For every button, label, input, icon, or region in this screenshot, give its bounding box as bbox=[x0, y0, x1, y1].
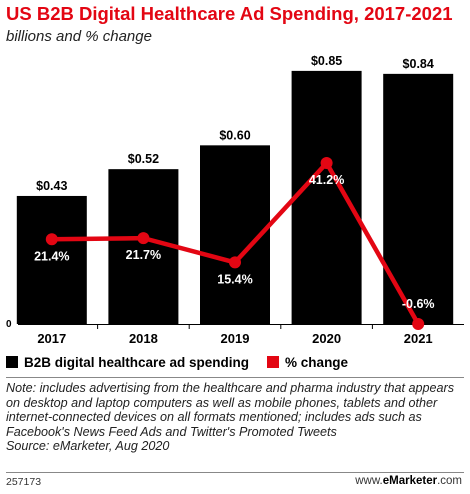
chart-title: US B2B Digital Healthcare Ad Spending, 2… bbox=[6, 3, 453, 24]
bar-label-2020: $0.85 bbox=[311, 54, 342, 68]
line-label-2020: 41.2% bbox=[309, 173, 344, 187]
chart-id: 257173 bbox=[6, 476, 42, 488]
chart-subtitle: billions and % change bbox=[6, 28, 152, 45]
x-tick-label-2019: 2019 bbox=[221, 331, 250, 345]
bar-2020 bbox=[291, 70, 362, 324]
legend-swatch-bar bbox=[6, 356, 18, 368]
line-label-2018: 21.7% bbox=[126, 248, 161, 262]
legend-item-bar: B2B digital healthcare ad spending bbox=[6, 355, 249, 370]
divider-top bbox=[6, 377, 464, 378]
bar-label-2019: $0.60 bbox=[219, 128, 250, 142]
divider-bottom bbox=[6, 472, 464, 473]
x-tick-label-2021: 2021 bbox=[404, 331, 433, 345]
brand-prefix: www. bbox=[355, 475, 383, 487]
bar-2017 bbox=[16, 195, 87, 324]
source-text: Source: eMarketer, Aug 2020 bbox=[6, 439, 170, 453]
legend-label-line: % change bbox=[285, 354, 349, 370]
line-label-2021: -0.6% bbox=[402, 297, 435, 311]
line-point-2021 bbox=[412, 318, 425, 330]
bar-label-2021: $0.84 bbox=[403, 57, 434, 71]
legend-item-line: % change bbox=[267, 355, 348, 370]
brand-suffix: .com bbox=[437, 475, 462, 487]
legend-swatch-line bbox=[267, 356, 280, 368]
y-axis-zero-label: 0 bbox=[6, 319, 12, 330]
brand-name: eMarketer bbox=[382, 475, 438, 487]
line-point-2017 bbox=[45, 233, 58, 246]
note-text: Note: includes advertising from the heal… bbox=[6, 381, 455, 439]
line-label-2017: 21.4% bbox=[34, 249, 69, 263]
x-tick-label-2017: 2017 bbox=[37, 331, 66, 345]
brand-link[interactable]: www.eMarketer.com bbox=[355, 475, 462, 487]
line-point-2020 bbox=[320, 157, 333, 170]
line-point-2019 bbox=[229, 256, 241, 269]
x-tick-label-2020: 2020 bbox=[312, 331, 341, 345]
bar-label-2018: $0.52 bbox=[128, 152, 159, 166]
chart-area: $0.43 $0.52 $0.60 $0.85 $0.84 0 2017 2018 2019 20… bbox=[6, 54, 464, 345]
x-tick-label-2018: 2018 bbox=[129, 331, 158, 345]
bar-2021 bbox=[383, 73, 454, 324]
legend-label-bar: B2B digital healthcare ad spending bbox=[24, 354, 250, 370]
line-point-2018 bbox=[137, 232, 150, 245]
bar-label-2017: $0.43 bbox=[36, 179, 67, 193]
line-label-2019: 15.4% bbox=[217, 272, 252, 286]
legend: B2B digital healthcare ad spending % cha… bbox=[6, 352, 366, 372]
chart-note: Note: includes advertising from the heal… bbox=[6, 381, 466, 454]
